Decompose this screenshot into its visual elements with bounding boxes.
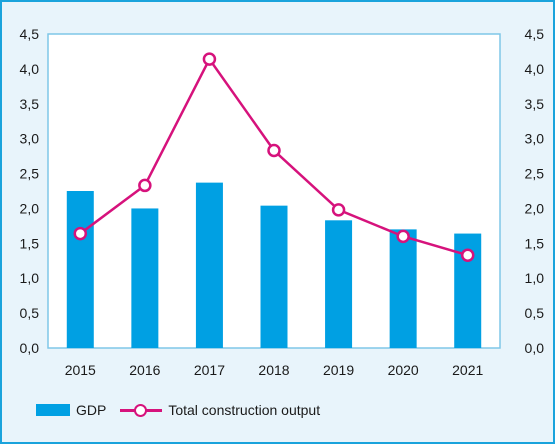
y-tick-label-left: 2,0	[20, 200, 40, 216]
construction-output-point	[331, 203, 346, 217]
gdp-bar	[66, 191, 94, 348]
y-tick-label-right: 0,5	[525, 305, 545, 321]
construction-output-point	[73, 226, 88, 241]
x-tick-label: 2018	[258, 362, 289, 378]
y-tick-label-right: 2,0	[525, 200, 545, 216]
x-tick-label: 2019	[323, 362, 354, 378]
gdp-bar	[131, 208, 159, 348]
y-tick-label-left: 2,5	[20, 166, 40, 182]
y-tick-label-left: 4,5	[20, 26, 40, 42]
y-tick-label-right: 1,5	[525, 235, 545, 251]
construction-output-point	[138, 178, 152, 193]
legend-construction-label: Total construction output	[168, 402, 321, 418]
y-tick-label-left: 4,0	[20, 61, 40, 77]
y-tick-label-left: 3,5	[20, 96, 40, 112]
y-tick-label-left: 1,5	[20, 235, 40, 251]
legend-gdp-swatch	[36, 404, 70, 416]
x-tick-label: 2017	[194, 362, 225, 378]
y-tick-label-left: 1,0	[20, 270, 40, 286]
y-tick-label-left: 0,5	[20, 305, 40, 321]
construction-output-point	[202, 52, 217, 66]
y-tick-label-right: 4,5	[525, 26, 545, 42]
y-tick-label-right: 2,5	[525, 166, 545, 182]
y-tick-label-right: 3,0	[525, 131, 545, 147]
legend: GDP Total construction output	[36, 402, 320, 418]
y-tick-label-left: 3,0	[20, 131, 40, 147]
construction-output-point	[267, 143, 281, 158]
y-tick-label-right: 1,0	[525, 270, 545, 286]
y-tick-label-left: 0,0	[20, 340, 40, 356]
construction-output-point	[396, 229, 410, 244]
x-tick-label: 2016	[129, 362, 160, 378]
legend-gdp-label: GDP	[76, 402, 107, 418]
y-tick-label-right: 3,5	[525, 96, 545, 112]
gdp-bar	[389, 229, 417, 348]
x-tick-label: 2015	[65, 362, 96, 378]
gdp-bar	[260, 205, 288, 348]
legend-construction-swatch	[120, 403, 163, 417]
x-tick-label: 2020	[388, 362, 419, 378]
construction-output-point	[460, 248, 475, 262]
y-tick-label-right: 0,0	[525, 340, 545, 356]
y-tick-label-right: 4,0	[525, 61, 545, 77]
gdp-bar	[195, 182, 223, 348]
x-tick-label: 2021	[452, 362, 483, 378]
gdp-bar	[325, 220, 353, 348]
